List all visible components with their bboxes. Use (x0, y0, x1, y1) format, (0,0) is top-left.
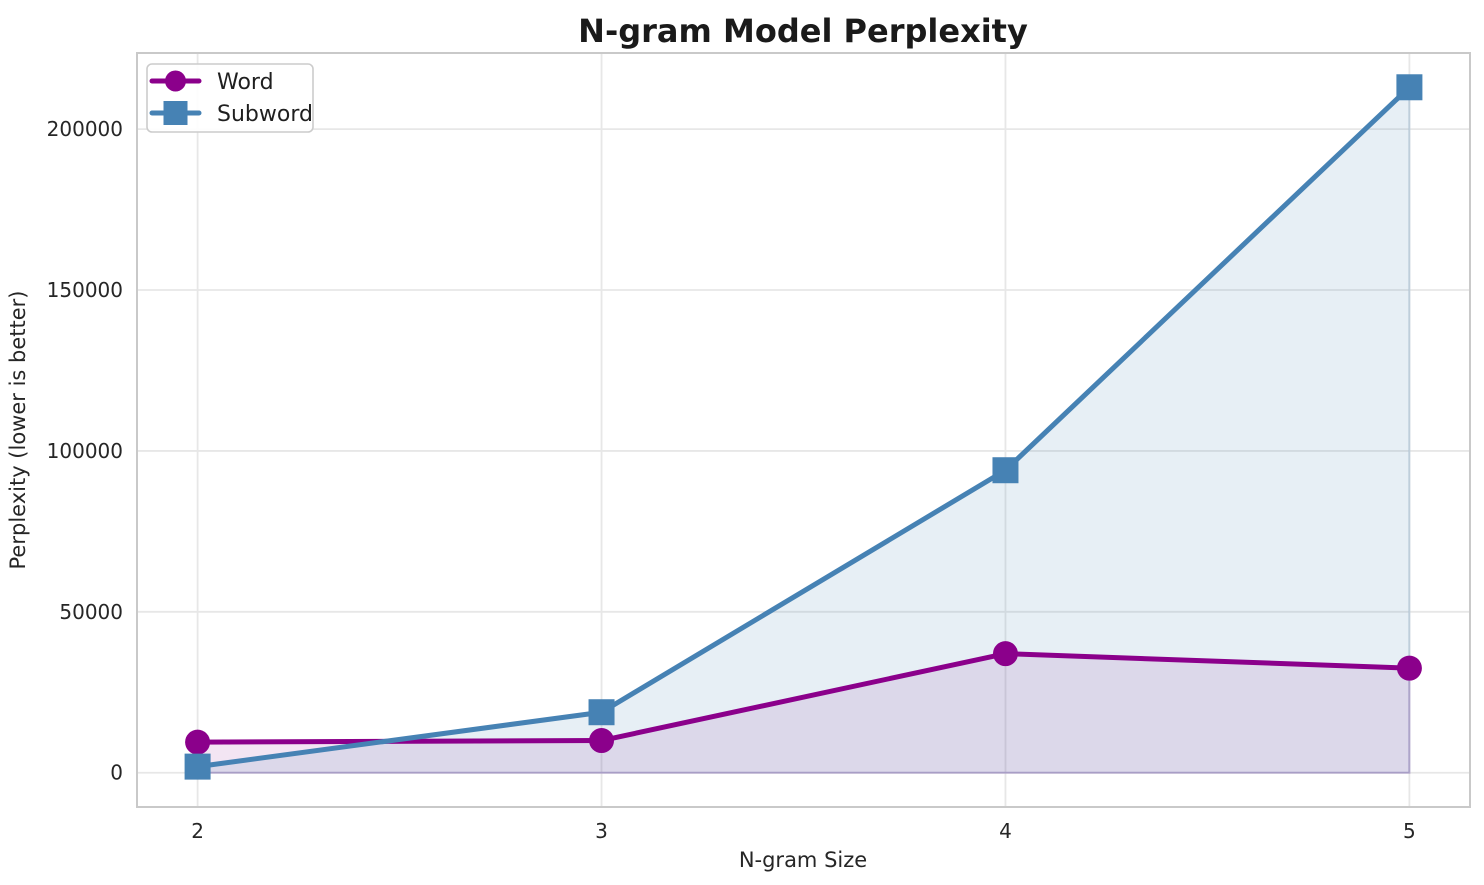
y-axis-label: Perplexity (lower is better) (6, 291, 30, 570)
plot-border-layer (136, 52, 1471, 808)
word-circle-marker-icon (992, 641, 1018, 667)
tick-labels: 2 3 4 5 0 50000 100000 150000 200000 (47, 117, 1416, 843)
subword-square-marker-icon (184, 753, 211, 780)
chart-title: N-gram Model Perplexity (578, 12, 1028, 50)
y-tick-label: 50000 (59, 600, 123, 624)
y-tick-label: 0 (110, 761, 123, 785)
data-series (184, 74, 1423, 780)
x-tick-label: 3 (595, 819, 608, 843)
gridlines (137, 53, 1470, 807)
x-tick-label: 5 (1403, 819, 1416, 843)
legend-item-word: Word (149, 70, 274, 95)
x-tick-label: 4 (999, 819, 1012, 843)
subword-square-marker-icon (992, 457, 1019, 484)
y-tick-label: 200000 (47, 117, 123, 141)
word-circle-marker-icon (1396, 655, 1422, 681)
legend-label-word: Word (217, 70, 274, 95)
legend-item-subword: Subword (149, 101, 313, 127)
legend: Word Subword (146, 63, 314, 133)
subword-square-marker-icon (1396, 74, 1423, 101)
subword-square-marker-icon (588, 699, 615, 726)
word-circle-marker-icon (589, 728, 615, 754)
word-circle-marker-icon (165, 70, 186, 92)
area-fills (196, 84, 1411, 774)
legend-label-subword: Subword (217, 102, 313, 127)
subword-square-marker-icon (163, 101, 188, 125)
subword-line (195, 84, 1412, 770)
word-circle-marker-icon (185, 729, 211, 755)
x-axis-label: N-gram Size (739, 848, 867, 872)
subword-area-fill (196, 84, 1411, 774)
y-tick-label: 150000 (47, 278, 123, 302)
x-tick-label: 2 (191, 819, 204, 843)
y-tick-label: 100000 (47, 439, 123, 463)
plot-border (136, 52, 1471, 808)
